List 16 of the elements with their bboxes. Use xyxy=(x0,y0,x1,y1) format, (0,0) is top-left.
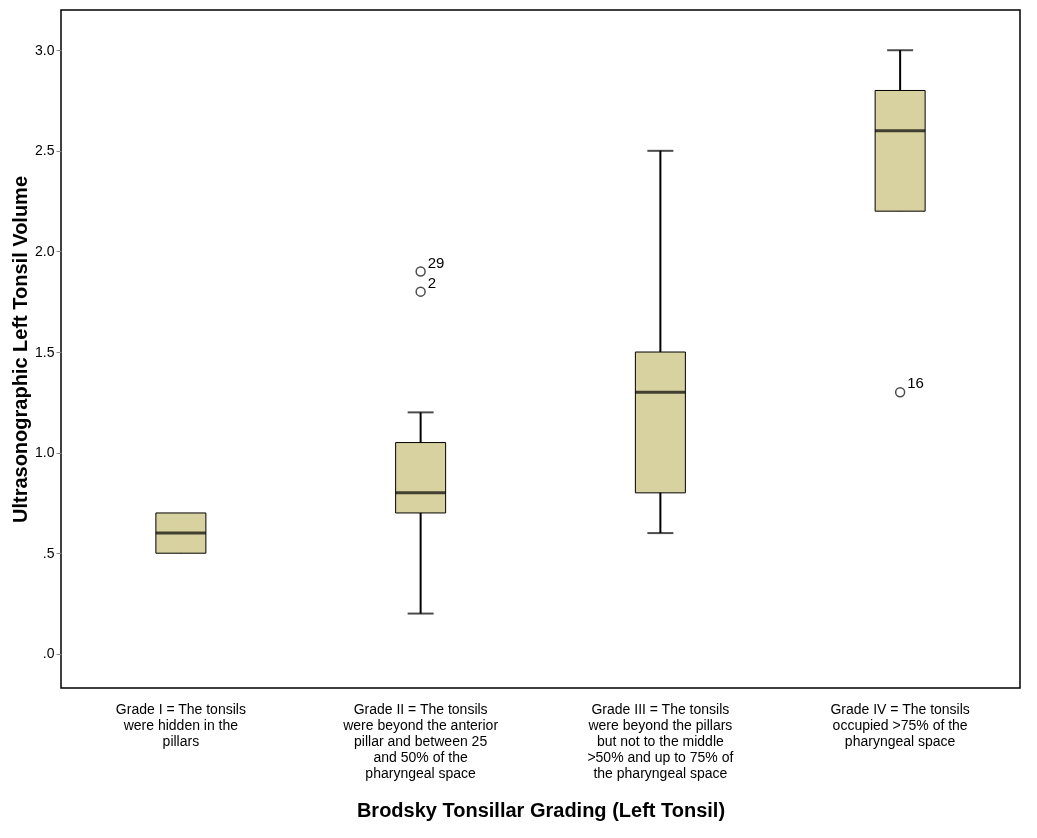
annotation: 29 xyxy=(427,253,445,271)
x-axis-title: Brodsky Tonsillar Grading (Left Tonsil) xyxy=(356,798,726,821)
annotation: 2 xyxy=(427,273,436,291)
y-tick-label: 3.0 xyxy=(35,41,55,58)
y-axis-title: Ultrasonographic Left Tonsil Volume xyxy=(9,175,32,524)
x-tick-label: Grade II = The tonsils were beyond the anterior pillar and between 25 and 50% of the pharyngeal space xyxy=(342,700,499,781)
x-tick-label: Grade I = The tonsils were hidden in the pillars xyxy=(115,700,246,749)
y-tick-label: .5 xyxy=(42,544,55,561)
y-tick-label: 1.0 xyxy=(35,444,55,461)
x-tick-label: Grade III = The tonsils were beyond the pillars but not to the middle >50% and up to 75% of the pharyngeal space xyxy=(587,700,734,781)
annotation: 16 xyxy=(907,374,924,392)
y-tick-label: .0 xyxy=(42,645,55,662)
y-tick-label: 1.5 xyxy=(35,343,55,360)
y-tick-label: 2.5 xyxy=(35,142,55,159)
y-tick-label: 2.0 xyxy=(35,242,55,259)
x-tick-label: Grade IV = The tonsils occupied >75% of the pharyngeal space xyxy=(830,700,970,749)
